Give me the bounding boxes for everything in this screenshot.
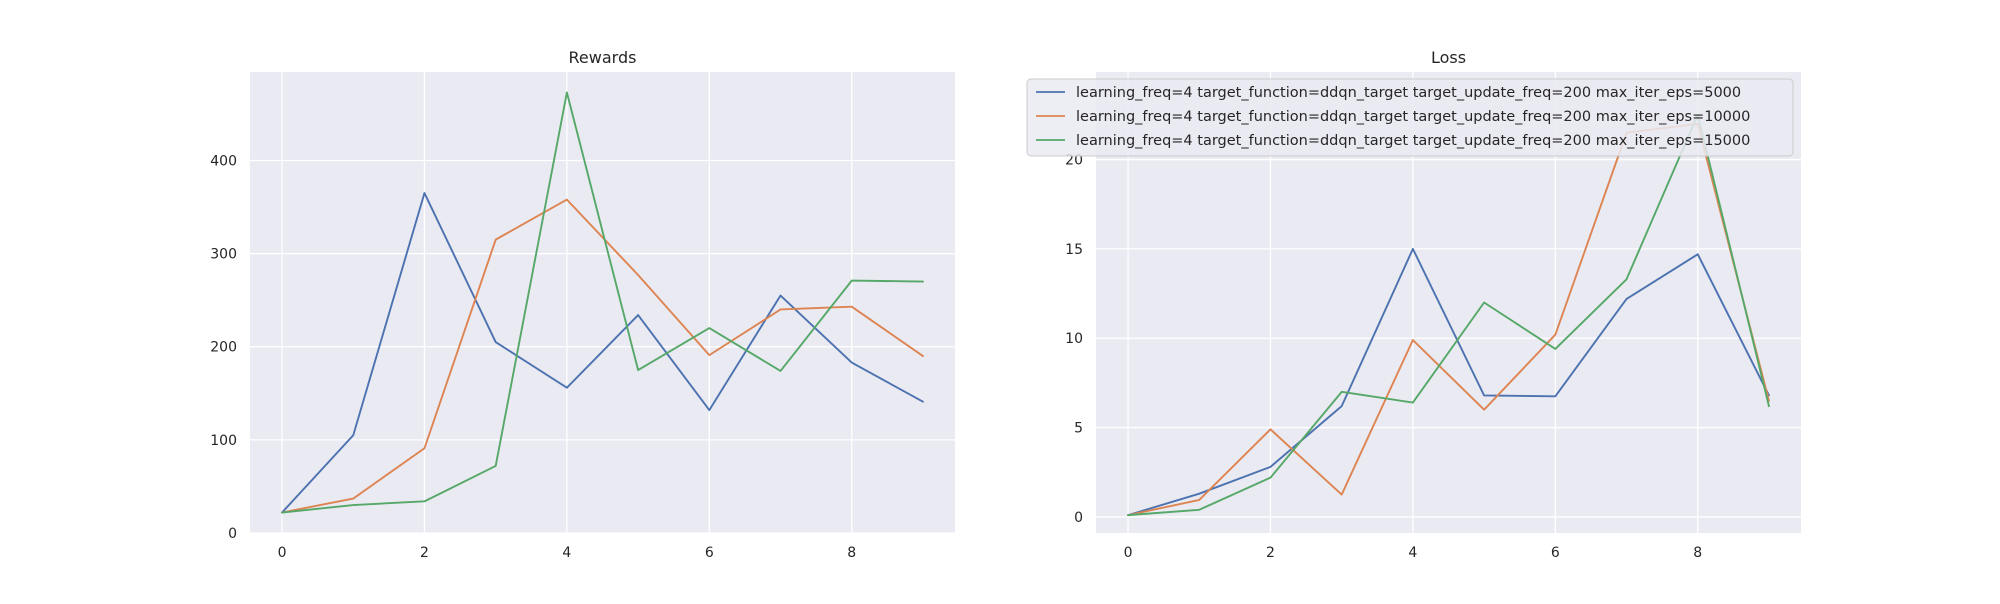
rewards-xtick-0: 0 [278,545,287,561]
rewards-panel: 0 2 4 6 8 0 100 200 300 400 Rewards [210,48,955,561]
legend-label-10000: learning_freq=4 target_function=ddqn_tar… [1076,109,1750,125]
rewards-ytick-4: 400 [210,153,237,169]
loss-title: Loss [1431,48,1466,67]
legend-label-15000: learning_freq=4 target_function=ddqn_tar… [1076,133,1750,149]
loss-xtick-2: 4 [1408,545,1417,561]
loss-series-15000 [1127,113,1770,517]
rewards-xtick-2: 4 [562,545,571,561]
rewards-ytick-1: 100 [210,433,237,449]
rewards-series-10000 [281,198,924,514]
loss-ytick-4: 20 [1065,153,1083,169]
rewards-series-lines [281,91,924,514]
loss-legend: learning_freq=4 target_function=ddqn_tar… [1026,78,1794,157]
rewards-xtick-4: 8 [847,545,856,561]
loss-ytick-2: 10 [1065,331,1083,347]
legend-box [1026,78,1794,157]
loss-xtick-3: 6 [1551,545,1560,561]
rewards-xtick-3: 6 [705,545,714,561]
loss-xtick-4: 8 [1693,545,1702,561]
loss-ytick-0: 0 [1074,510,1083,526]
loss-xtick-0: 0 [1124,545,1133,561]
rewards-title: Rewards [569,48,637,67]
rewards-ytick-2: 200 [210,340,237,356]
rewards-plot-background [250,72,955,533]
rewards-ytick-0: 0 [228,526,237,542]
loss-ytick-3: 15 [1065,242,1083,258]
rewards-series-5000 [281,192,924,514]
rewards-xtick-1: 2 [420,545,429,561]
loss-panel: 0 2 4 6 8 0 5 10 15 20 Loss learning_freq=4 targe… [1026,48,1801,561]
loss-ytick-1: 5 [1074,421,1083,437]
rewards-ytick-3: 300 [210,247,237,263]
rewards-series-15000 [281,91,924,514]
rewards-gridlines [250,72,955,534]
loss-series-5000 [1127,247,1770,517]
loss-tick-labels: 0 2 4 6 8 0 5 10 15 20 [1065,153,1702,561]
loss-xtick-1: 2 [1266,545,1275,561]
rewards-tick-labels: 0 2 4 6 8 0 100 200 300 400 [210,153,856,561]
legend-label-5000: learning_freq=4 target_function=ddqn_tar… [1076,85,1741,101]
